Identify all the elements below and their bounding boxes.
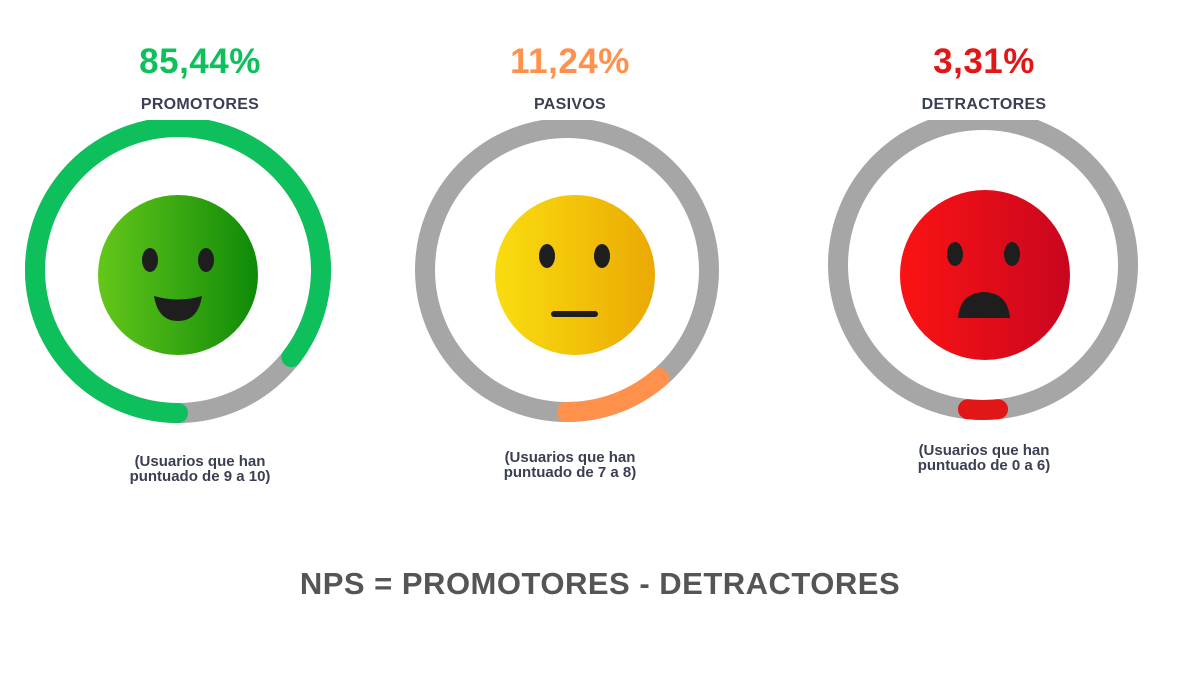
detractores-note-line: puntuado de 0 a 6) — [917, 457, 1051, 474]
promotores-percentage: 85,44% — [139, 42, 261, 81]
pasivos-note-line: (Usuarios que han — [504, 449, 636, 466]
promotores-gauge-arc — [25, 120, 331, 423]
nps-formula: NPS = PROMOTORES - DETRACTORES — [299, 566, 901, 601]
pasivos-note: (Usuarios que han puntuado de 7 a 8) — [370, 450, 770, 480]
pasivos-percentage: 11,24% — [510, 42, 630, 81]
pasivos-gauge-arc — [557, 368, 670, 422]
detractores-note-line: (Usuarios que han — [918, 442, 1050, 459]
promotores-gauge — [25, 120, 331, 423]
promotores-label: PROMOTORES — [140, 96, 260, 113]
sad-face-icon — [900, 190, 1070, 360]
promotores-note: (Usuarios que han puntuado de 9 a 10) — [0, 454, 400, 484]
detractores-note: (Usuarios que han puntuado de 0 a 6) — [784, 443, 1184, 473]
detractores-label: DETRACTORES — [921, 96, 1047, 113]
promotores-note-line: puntuado de 9 a 10) — [129, 468, 271, 485]
neutral-face-icon — [495, 195, 655, 355]
happy-face-icon — [98, 195, 258, 355]
pasivos-note-line: puntuado de 7 a 8) — [503, 464, 637, 481]
detractores-percentage: 3,31% — [933, 42, 1035, 81]
pasivos-card: 11,24% PASIVOS (Usuarios que han puntuad… — [400, 0, 800, 675]
detractores-gauge — [828, 120, 1138, 420]
pasivos-gauge — [415, 120, 719, 422]
pasivos-label: PASIVOS — [533, 96, 607, 113]
promotores-card: 85,44% PROMOTORES (Usuarios que han punt… — [0, 0, 400, 675]
promotores-note-line: (Usuarios que han — [134, 453, 266, 470]
detractores-gauge-arc — [957, 399, 1009, 420]
detractores-card: 3,31% DETRACTORES (Usuarios que han punt… — [800, 0, 1200, 675]
